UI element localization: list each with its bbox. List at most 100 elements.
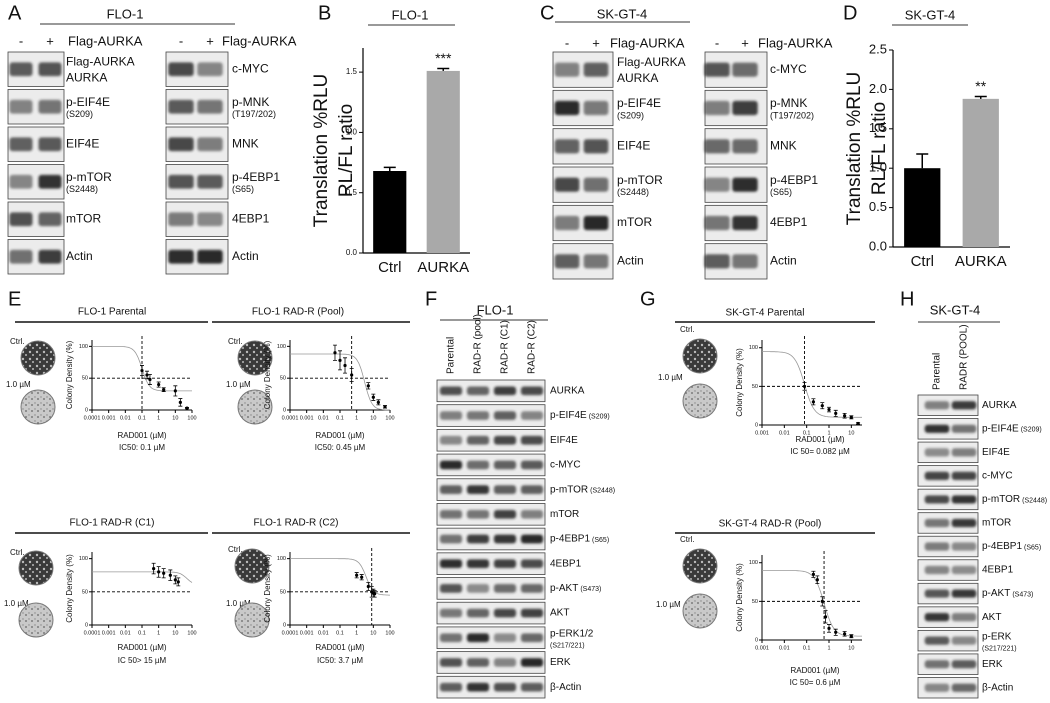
x-tick-label: 0.001 [102, 630, 116, 636]
lane-label: - [715, 35, 719, 50]
x-tick-label: 100 [385, 630, 394, 636]
band [38, 99, 62, 114]
row-label: p-EIF4E [617, 96, 661, 110]
x-tick-label: 0.0001 [282, 630, 299, 636]
chart-title: FLO-1 RAD-R (C1) [69, 518, 154, 529]
y-tick-label: 0.5 [346, 188, 358, 197]
band [466, 509, 490, 519]
y-tick-label: 1.5 [869, 120, 887, 135]
error-bar [437, 67, 450, 71]
x-tick-label: 0.01 [120, 630, 131, 636]
dish-label: 1.0 µM [226, 599, 251, 608]
band [924, 589, 950, 598]
band [439, 608, 463, 618]
band [732, 62, 758, 77]
row-label: Actin [232, 249, 259, 263]
error-bar [916, 153, 929, 169]
data-point [802, 384, 807, 388]
x-tick-label: 1 [355, 415, 358, 421]
y-axis-label: Translation %RLU [844, 72, 865, 225]
x-tick-label: 0.1 [138, 630, 146, 636]
band [924, 518, 950, 528]
x-tick-label: 100 [187, 415, 196, 421]
x-tick-label: Ctrl [378, 259, 401, 276]
chart-title: FLO-1 RAD-R (C2) [253, 518, 338, 529]
band [197, 137, 223, 152]
data-point [834, 411, 838, 416]
band [466, 411, 490, 420]
significance: *** [435, 50, 452, 66]
row-sublabel: (S2448) [66, 184, 98, 194]
lane-label: - [179, 33, 183, 48]
band [466, 485, 490, 494]
bar [373, 171, 407, 253]
y-tick-label: 1.0 [346, 128, 358, 137]
band [554, 139, 580, 154]
data-point [843, 414, 847, 418]
y-axis-label: Colony Density (%) [735, 348, 744, 417]
row-sublabel: (S2448) [1022, 497, 1047, 504]
row-label: p-mTOR [66, 170, 112, 184]
x-axis-label: RAD001 (µM) [315, 643, 364, 652]
band [466, 608, 490, 618]
band [924, 471, 950, 480]
panel-letter: B [318, 2, 331, 24]
data-point [823, 615, 828, 619]
band [439, 460, 463, 470]
band [583, 100, 609, 116]
x-tick-label: 1 [827, 645, 830, 651]
chart-note: IC 50= 0.6 µM [790, 678, 841, 687]
x-tick-label: 1 [355, 630, 358, 636]
band [924, 401, 950, 410]
y-tick-label: 2.5 [869, 41, 887, 56]
dish-label: Ctrl. [10, 548, 25, 557]
data-point [366, 584, 370, 589]
colony-dish [18, 602, 54, 638]
band [951, 448, 977, 457]
row-label: p-ERK1/2 [550, 628, 594, 639]
chart-title: SK-GT-4 [905, 7, 956, 22]
row-sublabel: (S2448) [617, 187, 649, 197]
row-label: β-Actin [550, 682, 581, 693]
x-axis-label: RAD001 (µM) [790, 666, 839, 675]
band [168, 174, 194, 189]
dish-label: Ctrl. [680, 535, 695, 544]
x-tick-label: 0.01 [318, 415, 329, 421]
dish-label: 1.0 µM [4, 599, 29, 608]
x-tick-label: 0.1 [138, 415, 146, 421]
band [583, 254, 609, 269]
band [924, 565, 950, 575]
data-point [373, 592, 377, 596]
band [951, 424, 977, 433]
band [466, 460, 490, 470]
y-tick-label: 100 [277, 556, 286, 562]
band [439, 386, 463, 396]
data-point [168, 573, 172, 577]
band [520, 411, 544, 420]
band [924, 542, 950, 551]
dish-label: Ctrl. [228, 545, 243, 554]
lane-label: - [19, 33, 23, 48]
band [951, 589, 977, 598]
y-tick-label: 1.5 [346, 67, 358, 76]
row-label: p-mTOR [617, 173, 663, 187]
blot-strip [436, 626, 546, 650]
y-tick-label: 0 [85, 622, 88, 628]
row-sublabel: (S65) [592, 537, 609, 544]
x-tick-label: 10 [370, 415, 376, 421]
band [554, 177, 580, 192]
row-label: ERK [982, 659, 1003, 670]
blot-strip [436, 428, 546, 452]
bar [426, 70, 460, 253]
data-point [176, 580, 180, 584]
band [168, 62, 194, 77]
data-point [376, 400, 380, 404]
row-label: Actin [617, 254, 644, 268]
fit-curve [762, 570, 862, 637]
band [520, 460, 544, 470]
y-axis-label: RL/FL ratio [869, 102, 890, 195]
band [168, 137, 194, 152]
band [924, 636, 950, 645]
row-label: c-MYC [232, 61, 269, 75]
row-sublabel: (S209) [1021, 427, 1042, 434]
